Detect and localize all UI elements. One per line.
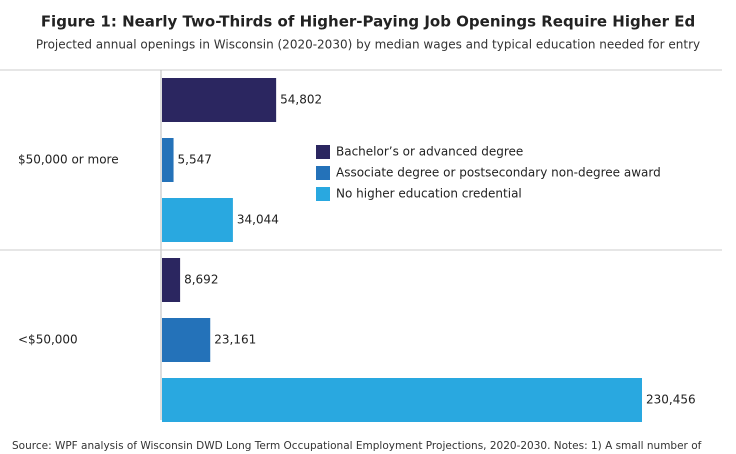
legend-label: No higher education credential — [336, 187, 522, 201]
legend-swatch — [316, 145, 330, 159]
value-label: 34,044 — [237, 213, 279, 227]
bar — [162, 78, 277, 122]
value-label: 8,692 — [184, 273, 218, 287]
bar — [162, 138, 174, 182]
bar — [162, 378, 642, 422]
chart-subtitle: Projected annual openings in Wisconsin (… — [36, 38, 700, 52]
value-label: 23,161 — [214, 333, 256, 347]
bar — [162, 198, 233, 242]
legend-label: Bachelor’s or advanced degree — [336, 145, 523, 159]
source-note: Source: WPF analysis of Wisconsin DWD Lo… — [12, 440, 702, 452]
value-label: 230,456 — [646, 393, 696, 407]
chart-title: Figure 1: Nearly Two-Thirds of Higher-Pa… — [41, 13, 695, 31]
value-label: 5,547 — [178, 153, 212, 167]
legend-swatch — [316, 187, 330, 201]
value-label: 54,802 — [280, 93, 322, 107]
legend-swatch — [316, 166, 330, 180]
legend-label: Associate degree or postsecondary non-de… — [336, 166, 661, 180]
category-label: <$50,000 — [18, 333, 78, 347]
bar — [162, 318, 211, 362]
category-label: $50,000 or more — [18, 153, 119, 167]
bar — [162, 258, 181, 302]
